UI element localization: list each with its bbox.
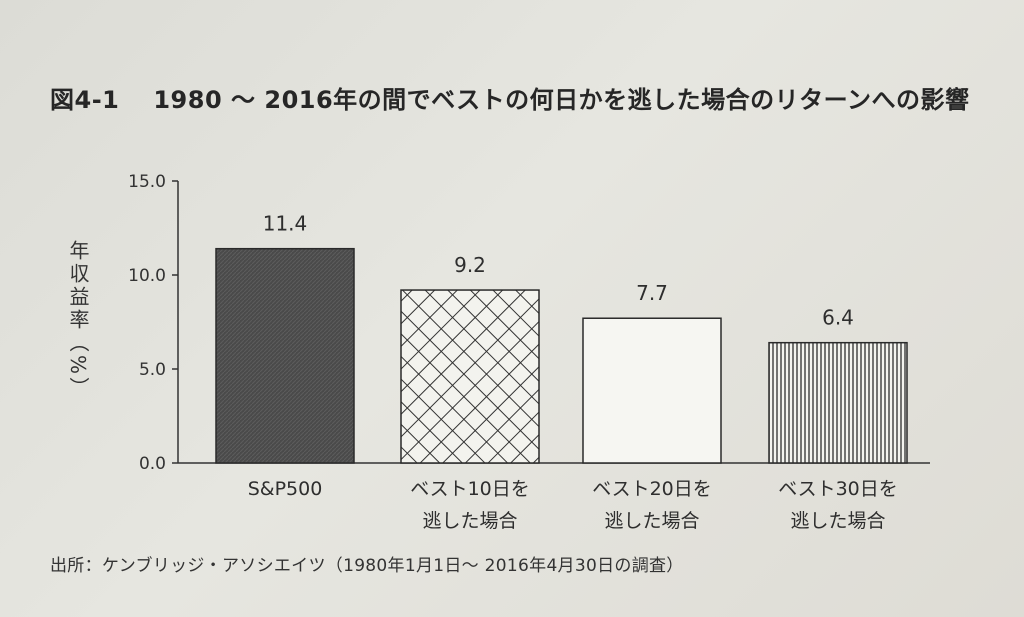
figure-number: 図4-1 [50, 86, 120, 114]
data-label: 9.2 [454, 253, 486, 277]
y-tick-label: 15.0 [128, 172, 166, 192]
x-tick-label: 逃した場合 [422, 510, 517, 532]
x-tick-label: 逃した場合 [790, 510, 885, 532]
x-tick-label: ベスト10日を [410, 478, 530, 500]
x-tick-label: 逃した場合 [604, 510, 699, 532]
data-label: 7.7 [636, 281, 668, 305]
figure-title-text: 1980 ～ 2016年の間でベストの何日かを逃した場合のリターンへの影響 [153, 86, 970, 114]
y-axis-label: 年収益率（%） [66, 240, 90, 401]
figure-title: 図4-1 1980 ～ 2016年の間でベストの何日かを逃した場合のリターンへの影… [50, 82, 970, 118]
bar [400, 289, 540, 464]
bar [768, 341, 908, 464]
bar [215, 247, 355, 464]
x-tick-label: S&P500 [248, 478, 323, 500]
bars [215, 247, 908, 464]
y-tick-label: 10.0 [128, 266, 166, 286]
y-tick-label: 0.0 [139, 454, 166, 474]
y-tick-label: 5.0 [139, 360, 166, 380]
labels: 11.4S&P5009.2ベスト10日を逃した場合7.7ベスト20日を逃した場合… [248, 212, 898, 532]
bar [582, 317, 722, 464]
data-label: 6.4 [822, 306, 854, 330]
x-tick-label: ベスト20日を [592, 478, 712, 500]
source-note: 出所：ケンブリッジ・アソシエイツ（1980年1月1日～ 2016年4月30日の調… [50, 556, 684, 576]
x-tick-label: ベスト30日を [778, 478, 898, 500]
data-label: 11.4 [263, 212, 308, 236]
